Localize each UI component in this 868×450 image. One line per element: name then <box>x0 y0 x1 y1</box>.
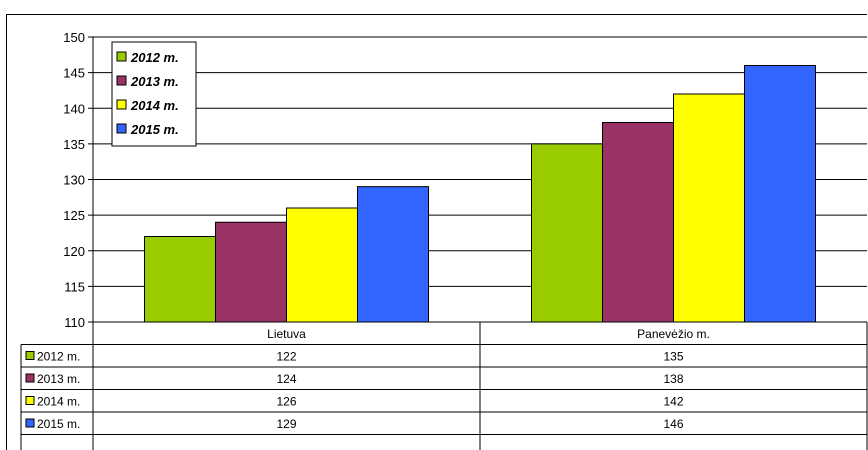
data-table: Lietuva Panevėžio m. 2012 m. 122 135 2013 m. 1… <box>20 321 868 450</box>
bar <box>531 143 603 323</box>
legend-swatch <box>116 123 127 134</box>
legend-label: 2012 m. <box>130 50 179 65</box>
y-tick-label: 135 <box>63 137 85 152</box>
bar <box>286 207 358 323</box>
bar <box>602 122 674 323</box>
category-label: Panevėžio m. <box>637 327 710 341</box>
table-row-label: 2013 m. <box>37 372 80 386</box>
legend: 2012 m. 2013 m. 2014 m. 2015 m. <box>111 41 197 147</box>
legend-swatch <box>116 99 127 110</box>
y-tick-label: 110 <box>64 315 85 330</box>
chart-frame <box>6 14 867 450</box>
y-tick-label: 145 <box>63 66 85 81</box>
bar <box>215 221 287 323</box>
y-tick-label: 120 <box>63 244 85 259</box>
data-label: 124 <box>276 372 296 386</box>
y-axis-ticks: 110 115 120 125 130 135 140 145 150 <box>63 30 93 330</box>
bar <box>357 186 429 323</box>
legend-swatch <box>116 75 127 86</box>
y-tick-label: 130 <box>63 173 85 188</box>
y-tick-label: 125 <box>63 208 85 223</box>
data-label: 142 <box>663 395 683 409</box>
legend-label: 2015 m. <box>130 122 179 137</box>
data-label: 122 <box>276 350 296 364</box>
bar <box>673 93 745 323</box>
y-tick-label: 150 <box>63 30 85 45</box>
data-label: 146 <box>663 417 683 431</box>
table-row-label: 2015 m. <box>37 417 80 431</box>
data-label: 138 <box>663 372 683 386</box>
y-tick-label: 140 <box>63 101 85 116</box>
data-label: 129 <box>276 417 296 431</box>
table-legend-swatch <box>25 418 35 428</box>
bars <box>144 65 816 323</box>
table-legend-swatch <box>25 373 35 383</box>
table-legend-swatch <box>25 351 35 360</box>
legend-swatch <box>116 51 127 62</box>
table-row-label: 2014 m. <box>37 395 80 409</box>
legend-label: 2013 m. <box>130 74 179 89</box>
data-label: 126 <box>276 395 296 409</box>
legend-label: 2014 m. <box>130 98 179 113</box>
table-legend-swatch <box>25 396 35 405</box>
data-label: 135 <box>663 350 683 364</box>
bar <box>744 65 816 323</box>
y-tick-label: 115 <box>64 279 85 294</box>
category-label: Lietuva <box>267 327 306 341</box>
bar <box>144 236 216 323</box>
table-row-label: 2012 m. <box>37 350 80 364</box>
